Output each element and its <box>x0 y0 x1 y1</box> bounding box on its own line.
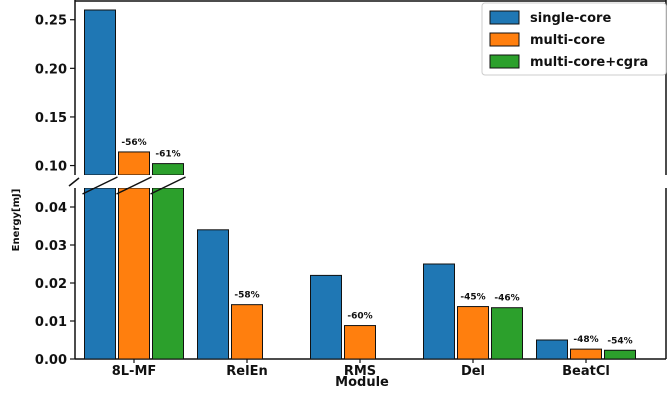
percentage-labels-layer: -56% -61% -58% -60% -45% -46% -48% -54% <box>121 138 632 346</box>
percent-label: -48% <box>573 335 598 345</box>
y-axis-title: Energy[mJ] <box>11 189 22 252</box>
bar-multi-core-RelEn <box>231 304 263 360</box>
percent-label: -60% <box>347 312 372 322</box>
y-tick-label: 0.20 <box>35 62 67 77</box>
x-tick-label: BeatCl <box>562 364 610 379</box>
y-tick-label: 0.02 <box>35 277 67 292</box>
percent-label: -46% <box>494 294 519 304</box>
y-tick-label: 0.25 <box>35 14 67 29</box>
legend-swatch <box>489 54 520 69</box>
break-slash-left <box>68 177 80 187</box>
y-tick-label: 0.10 <box>35 160 67 175</box>
legend-swatch <box>489 32 520 47</box>
x-tick-label: 8L-MF <box>112 364 157 379</box>
y-tick-label: 0.04 <box>35 201 67 216</box>
legend-label: multi-core+cgra <box>530 55 648 70</box>
x-tick-label: RelEn <box>226 364 267 379</box>
bar-multi-core-BeatCl <box>570 348 602 360</box>
bar-multi-core+cgra-Del <box>491 307 523 360</box>
bars-layer <box>84 9 636 360</box>
y-tick-label: 0.01 <box>35 315 67 330</box>
bar-multi-core+cgra-8L-MF <box>152 163 184 176</box>
bar-single-core-RelEn <box>197 229 229 360</box>
x-tick-labels: 8L-MF RelEn RMS Del BeatCl <box>112 359 610 379</box>
y-tick-label: 0.15 <box>35 111 67 126</box>
bar-single-core-RMS <box>310 274 342 360</box>
bar-multi-core+cgra-8L-MF-lower <box>152 187 184 360</box>
x-axis-title: Module <box>335 375 389 390</box>
legend-label: single-core <box>530 11 611 26</box>
y-tick-labels: 0.10 0.15 0.20 0.25 0.00 0.01 0.02 0.03 0.04 <box>35 14 75 368</box>
break-slash-bar <box>116 176 152 195</box>
axis-break-gap <box>73 175 668 188</box>
percent-label: -58% <box>234 291 259 301</box>
bar-single-core-Del <box>423 263 455 360</box>
bar-multi-core-Del <box>457 306 489 360</box>
percent-label: -54% <box>607 336 632 346</box>
y-tick-label: 0.00 <box>35 353 67 368</box>
legend: single-core multi-core multi-core+cgra <box>481 2 667 76</box>
break-slash-bar <box>82 176 118 195</box>
bar-multi-core-8L-MF-lower <box>118 187 150 360</box>
y-tick-label: 0.03 <box>35 239 67 254</box>
percent-label: -45% <box>460 293 485 303</box>
legend-swatch <box>489 10 520 25</box>
bar-multi-core-8L-MF <box>118 151 150 176</box>
bar-multi-core+cgra-BeatCl <box>604 349 636 360</box>
legend-label: multi-core <box>530 33 605 48</box>
percent-label: -61% <box>155 150 180 160</box>
break-slash-bar <box>150 176 186 195</box>
bar-single-core-BeatCl <box>536 339 568 360</box>
axis-break-marks <box>68 175 668 195</box>
percent-label: -56% <box>121 138 146 148</box>
bar-single-core-8L-MF-lower <box>84 187 116 360</box>
x-tick-label: Del <box>461 364 485 379</box>
legend-box <box>481 2 667 76</box>
bar-single-core-8L-MF <box>84 9 116 176</box>
x-tick-label: RMS <box>344 364 376 379</box>
bar-multi-core-RMS <box>344 325 376 360</box>
